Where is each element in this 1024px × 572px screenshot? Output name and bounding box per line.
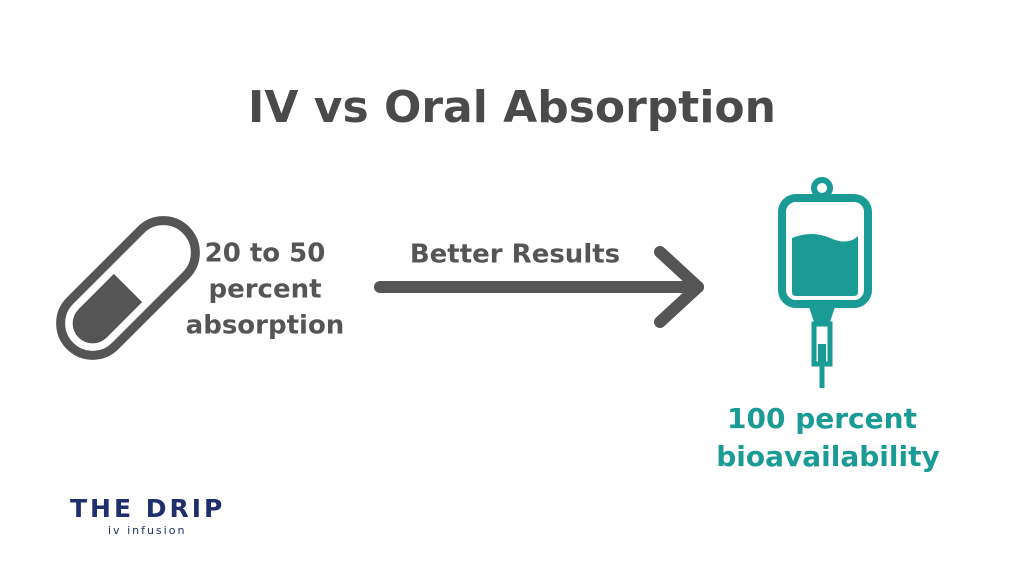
oral-line: 20 to 50 [205, 239, 326, 269]
iv-label: 100 percent bioavailability [716, 402, 939, 473]
logo-name: THE DRIP [70, 494, 225, 523]
arrow [374, 246, 704, 328]
iv-chamber-fill [818, 344, 826, 362]
iv-fluid [792, 234, 858, 296]
iv-bag-icon [778, 177, 872, 388]
arrow-label: Better Results [410, 240, 620, 270]
oral-line: absorption [186, 311, 345, 341]
iv-line: 100 percent [727, 402, 917, 435]
oral-label: 20 to 50 percent absorption [186, 239, 345, 341]
logo-tagline: iv infusion [108, 524, 186, 537]
iv-line: bioavailability [716, 440, 939, 473]
arrow-head [654, 246, 704, 328]
pill-fill [72, 273, 143, 344]
oral-line: percent [208, 275, 321, 305]
iv-neck [808, 304, 836, 322]
pill-icon [56, 216, 200, 360]
title: IV vs Oral Absorption [248, 82, 776, 133]
pill-outline [56, 216, 200, 360]
